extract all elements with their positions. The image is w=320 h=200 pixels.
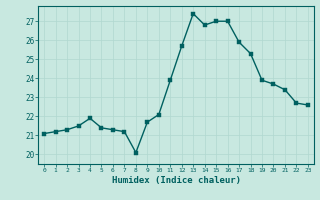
X-axis label: Humidex (Indice chaleur): Humidex (Indice chaleur) [111, 176, 241, 185]
